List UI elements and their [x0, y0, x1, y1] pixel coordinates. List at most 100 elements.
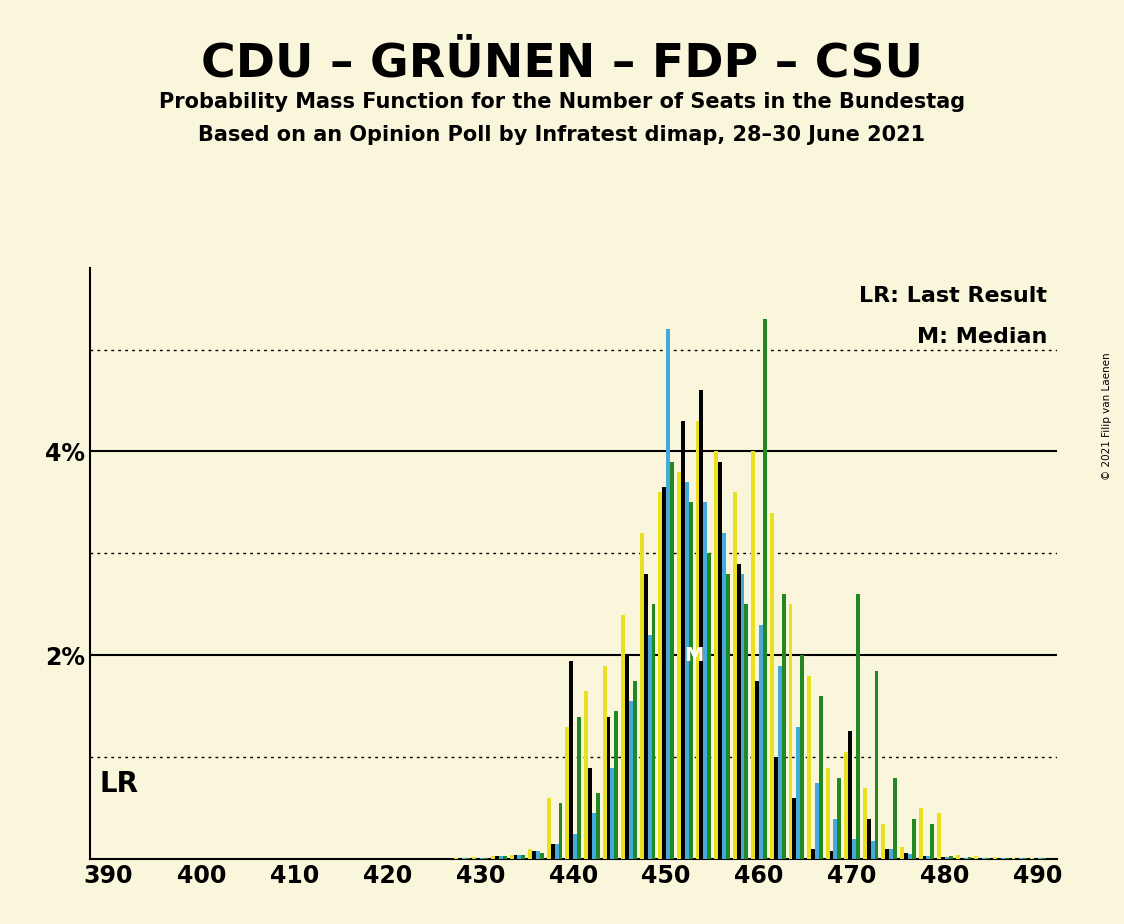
Bar	[644, 574, 647, 859]
Bar	[889, 849, 894, 859]
Text: LR: Last Result: LR: Last Result	[859, 286, 1046, 306]
Bar	[849, 731, 852, 859]
Bar	[1000, 858, 1005, 859]
Text: M: Median: M: Median	[916, 327, 1046, 347]
Bar	[602, 665, 607, 859]
Bar	[1023, 858, 1027, 859]
Bar	[454, 858, 457, 859]
Bar	[894, 778, 897, 859]
Bar	[573, 833, 577, 859]
Bar	[826, 768, 830, 859]
Bar	[751, 452, 755, 859]
Bar	[867, 819, 871, 859]
Bar	[733, 492, 736, 859]
Bar	[607, 717, 610, 859]
Bar	[551, 844, 554, 859]
Bar	[955, 856, 960, 859]
Bar	[789, 604, 792, 859]
Bar	[502, 857, 507, 859]
Bar	[718, 462, 722, 859]
Bar	[647, 635, 652, 859]
Bar	[781, 594, 786, 859]
Bar	[900, 847, 904, 859]
Text: CDU – GRÜNEN – FDP – CSU: CDU – GRÜNEN – FDP – CSU	[201, 42, 923, 87]
Bar	[640, 533, 644, 859]
Bar	[722, 533, 726, 859]
Bar	[926, 857, 931, 859]
Bar	[677, 472, 681, 859]
Bar	[615, 711, 618, 859]
Bar	[744, 604, 749, 859]
Bar	[633, 681, 637, 859]
Bar	[741, 574, 744, 859]
Bar	[477, 858, 480, 859]
Bar	[997, 858, 1000, 859]
Bar	[465, 858, 470, 859]
Bar	[457, 858, 462, 859]
Bar	[540, 853, 544, 859]
Bar	[577, 717, 581, 859]
Bar	[881, 823, 886, 859]
Bar	[588, 768, 592, 859]
Bar	[547, 798, 551, 859]
Bar	[514, 856, 517, 859]
Bar	[886, 849, 889, 859]
Bar	[978, 858, 982, 859]
Bar	[871, 841, 874, 859]
Bar	[904, 853, 908, 859]
Bar	[667, 329, 670, 859]
Bar	[532, 851, 536, 859]
Bar	[625, 655, 629, 859]
Bar	[812, 849, 815, 859]
Bar	[472, 857, 477, 859]
Bar	[662, 487, 667, 859]
Bar	[800, 655, 804, 859]
Bar	[1042, 858, 1045, 859]
Bar	[736, 564, 741, 859]
Bar	[1012, 858, 1015, 859]
Bar	[622, 614, 625, 859]
Bar	[960, 858, 963, 859]
Bar	[982, 858, 986, 859]
Text: © 2021 Filip van Laenen: © 2021 Filip van Laenen	[1103, 352, 1112, 480]
Bar	[480, 858, 484, 859]
Bar	[937, 813, 941, 859]
Bar	[681, 421, 685, 859]
Text: Based on an Opinion Poll by Infratest dimap, 28–30 June 2021: Based on an Opinion Poll by Infratest di…	[199, 125, 925, 145]
Bar	[592, 813, 596, 859]
Bar	[509, 856, 514, 859]
Bar	[844, 752, 849, 859]
Bar	[874, 671, 879, 859]
Bar	[908, 854, 912, 859]
Bar	[792, 798, 796, 859]
Bar	[918, 808, 923, 859]
Bar	[949, 857, 953, 859]
Bar	[696, 421, 699, 859]
Bar	[495, 857, 499, 859]
Text: Probability Mass Function for the Number of Seats in the Bundestag: Probability Mass Function for the Number…	[158, 92, 966, 113]
Bar	[1019, 858, 1023, 859]
Bar	[610, 768, 615, 859]
Bar	[1037, 858, 1042, 859]
Bar	[834, 819, 837, 859]
Bar	[484, 858, 488, 859]
Bar	[699, 390, 704, 859]
Bar	[923, 857, 926, 859]
Bar	[528, 849, 532, 859]
Bar	[931, 823, 934, 859]
Bar	[755, 681, 759, 859]
Bar	[807, 675, 812, 859]
Bar	[945, 857, 949, 859]
Bar	[912, 819, 916, 859]
Bar	[570, 661, 573, 859]
Bar	[462, 858, 465, 859]
Bar	[689, 503, 692, 859]
Bar	[856, 594, 860, 859]
Bar	[629, 701, 633, 859]
Bar	[559, 803, 562, 859]
Bar	[714, 452, 718, 859]
Bar	[554, 844, 559, 859]
Bar	[770, 513, 773, 859]
Bar	[830, 851, 834, 859]
Bar	[796, 727, 800, 859]
